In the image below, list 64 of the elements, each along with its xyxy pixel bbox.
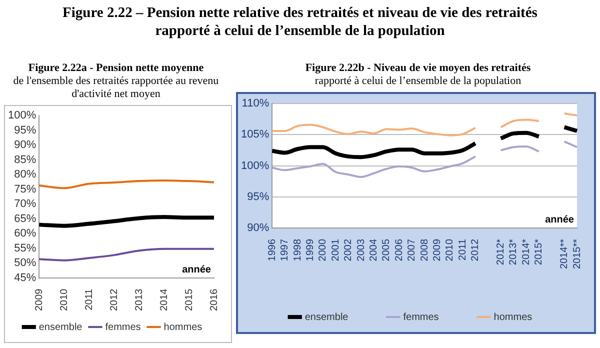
x-tick-label: 2012 — [108, 288, 120, 312]
y-tick-label: 65% — [14, 212, 36, 225]
x-tick-label: 2015* — [534, 238, 545, 266]
x-tick-label: 2011 — [457, 238, 468, 260]
y-tick-label: 60% — [14, 228, 36, 240]
x-tick-label: 2012 — [470, 238, 482, 262]
chart-subtitle: de l'ensemble des retraités rapportée au revenu d'activité net moyen — [13, 75, 219, 100]
line-series — [38, 179, 215, 190]
legend-label: hommes — [494, 312, 532, 323]
line-series — [38, 248, 215, 262]
legend-label: ensemble — [38, 322, 83, 333]
x-tick-label: 2004 — [368, 238, 380, 262]
x-tick-label: 2013 — [134, 288, 145, 312]
y-tick-label: 110% — [242, 98, 270, 110]
x-tick-label: 2001 — [330, 238, 342, 262]
y-tick-label: 100% — [240, 160, 270, 172]
x-tick-label: 2002 — [343, 238, 354, 262]
x-tick-label: 2010 — [444, 238, 456, 262]
legend-label: ensemble — [304, 312, 349, 323]
x-tick-label: 2009 — [34, 288, 45, 312]
x-tick-label: 1997 — [280, 238, 291, 262]
x-tick-label: 2010 — [58, 288, 70, 312]
x-axis-title: année — [545, 214, 574, 226]
x-tick-label: 1996 — [266, 238, 278, 262]
x-tick-label: 2012* — [496, 238, 507, 266]
chart-title: Figure 2.22a - Pension nette moyenne — [27, 62, 205, 75]
x-tick-label: 2003 — [356, 238, 367, 262]
x-tick-label: 2008 — [419, 238, 430, 262]
x-tick-label: 1999 — [304, 238, 316, 262]
y-tick-label: 70% — [14, 198, 36, 210]
y-tick-label: 50% — [14, 257, 36, 270]
y-tick-label: 55% — [14, 242, 36, 254]
y-tick-label: 90% — [247, 222, 270, 234]
x-tick-label: 2015 — [184, 288, 195, 312]
line-series — [37, 215, 216, 228]
caption: Figure 2.22 – Pension nette relative des retraités et niveau de vie des retraités rapporté à celui de l’ensemble de la population — [62, 4, 538, 40]
x-tick-label: 2013* — [508, 238, 520, 266]
x-tick-label: 1998 — [292, 238, 304, 262]
y-tick-label: 95% — [14, 124, 36, 136]
x-tick-label: 2006 — [394, 238, 405, 262]
x-tick-label: 2014* — [520, 238, 532, 266]
legend-label: femmes — [403, 312, 439, 323]
x-tick-label: 2014 — [158, 288, 170, 312]
y-tick-label: 100% — [8, 110, 36, 122]
y-tick-label: 80% — [14, 168, 36, 181]
x-tick-label: 2016 — [208, 288, 220, 312]
y-tick-label: 105% — [240, 128, 270, 141]
chart-subtitle: rapporté à celui de l’ensemble de la population — [314, 75, 522, 87]
x-tick-label: 2009 — [432, 238, 444, 262]
x-tick-label: 2011 — [84, 288, 95, 310]
y-tick-label: 45% — [14, 272, 36, 284]
y-tick-label: 85% — [14, 154, 36, 166]
x-axis-title: année — [182, 264, 212, 276]
y-tick-label: 75% — [14, 183, 36, 196]
legend-label: femmes — [105, 322, 141, 333]
x-tick-label: 2005 — [381, 238, 392, 262]
y-tick-label: 90% — [14, 139, 36, 152]
legend-label: hommes — [164, 322, 202, 333]
x-tick-label: 2000 — [318, 238, 329, 262]
chart-title: Figure 2.22b - Niveau de vie moyen des retraités — [304, 62, 532, 75]
x-tick-label: 2014** — [559, 238, 570, 269]
x-tick-label: 2007 — [406, 238, 418, 262]
y-tick-label: 95% — [247, 190, 270, 203]
x-tick-label: 2015** — [572, 238, 583, 269]
